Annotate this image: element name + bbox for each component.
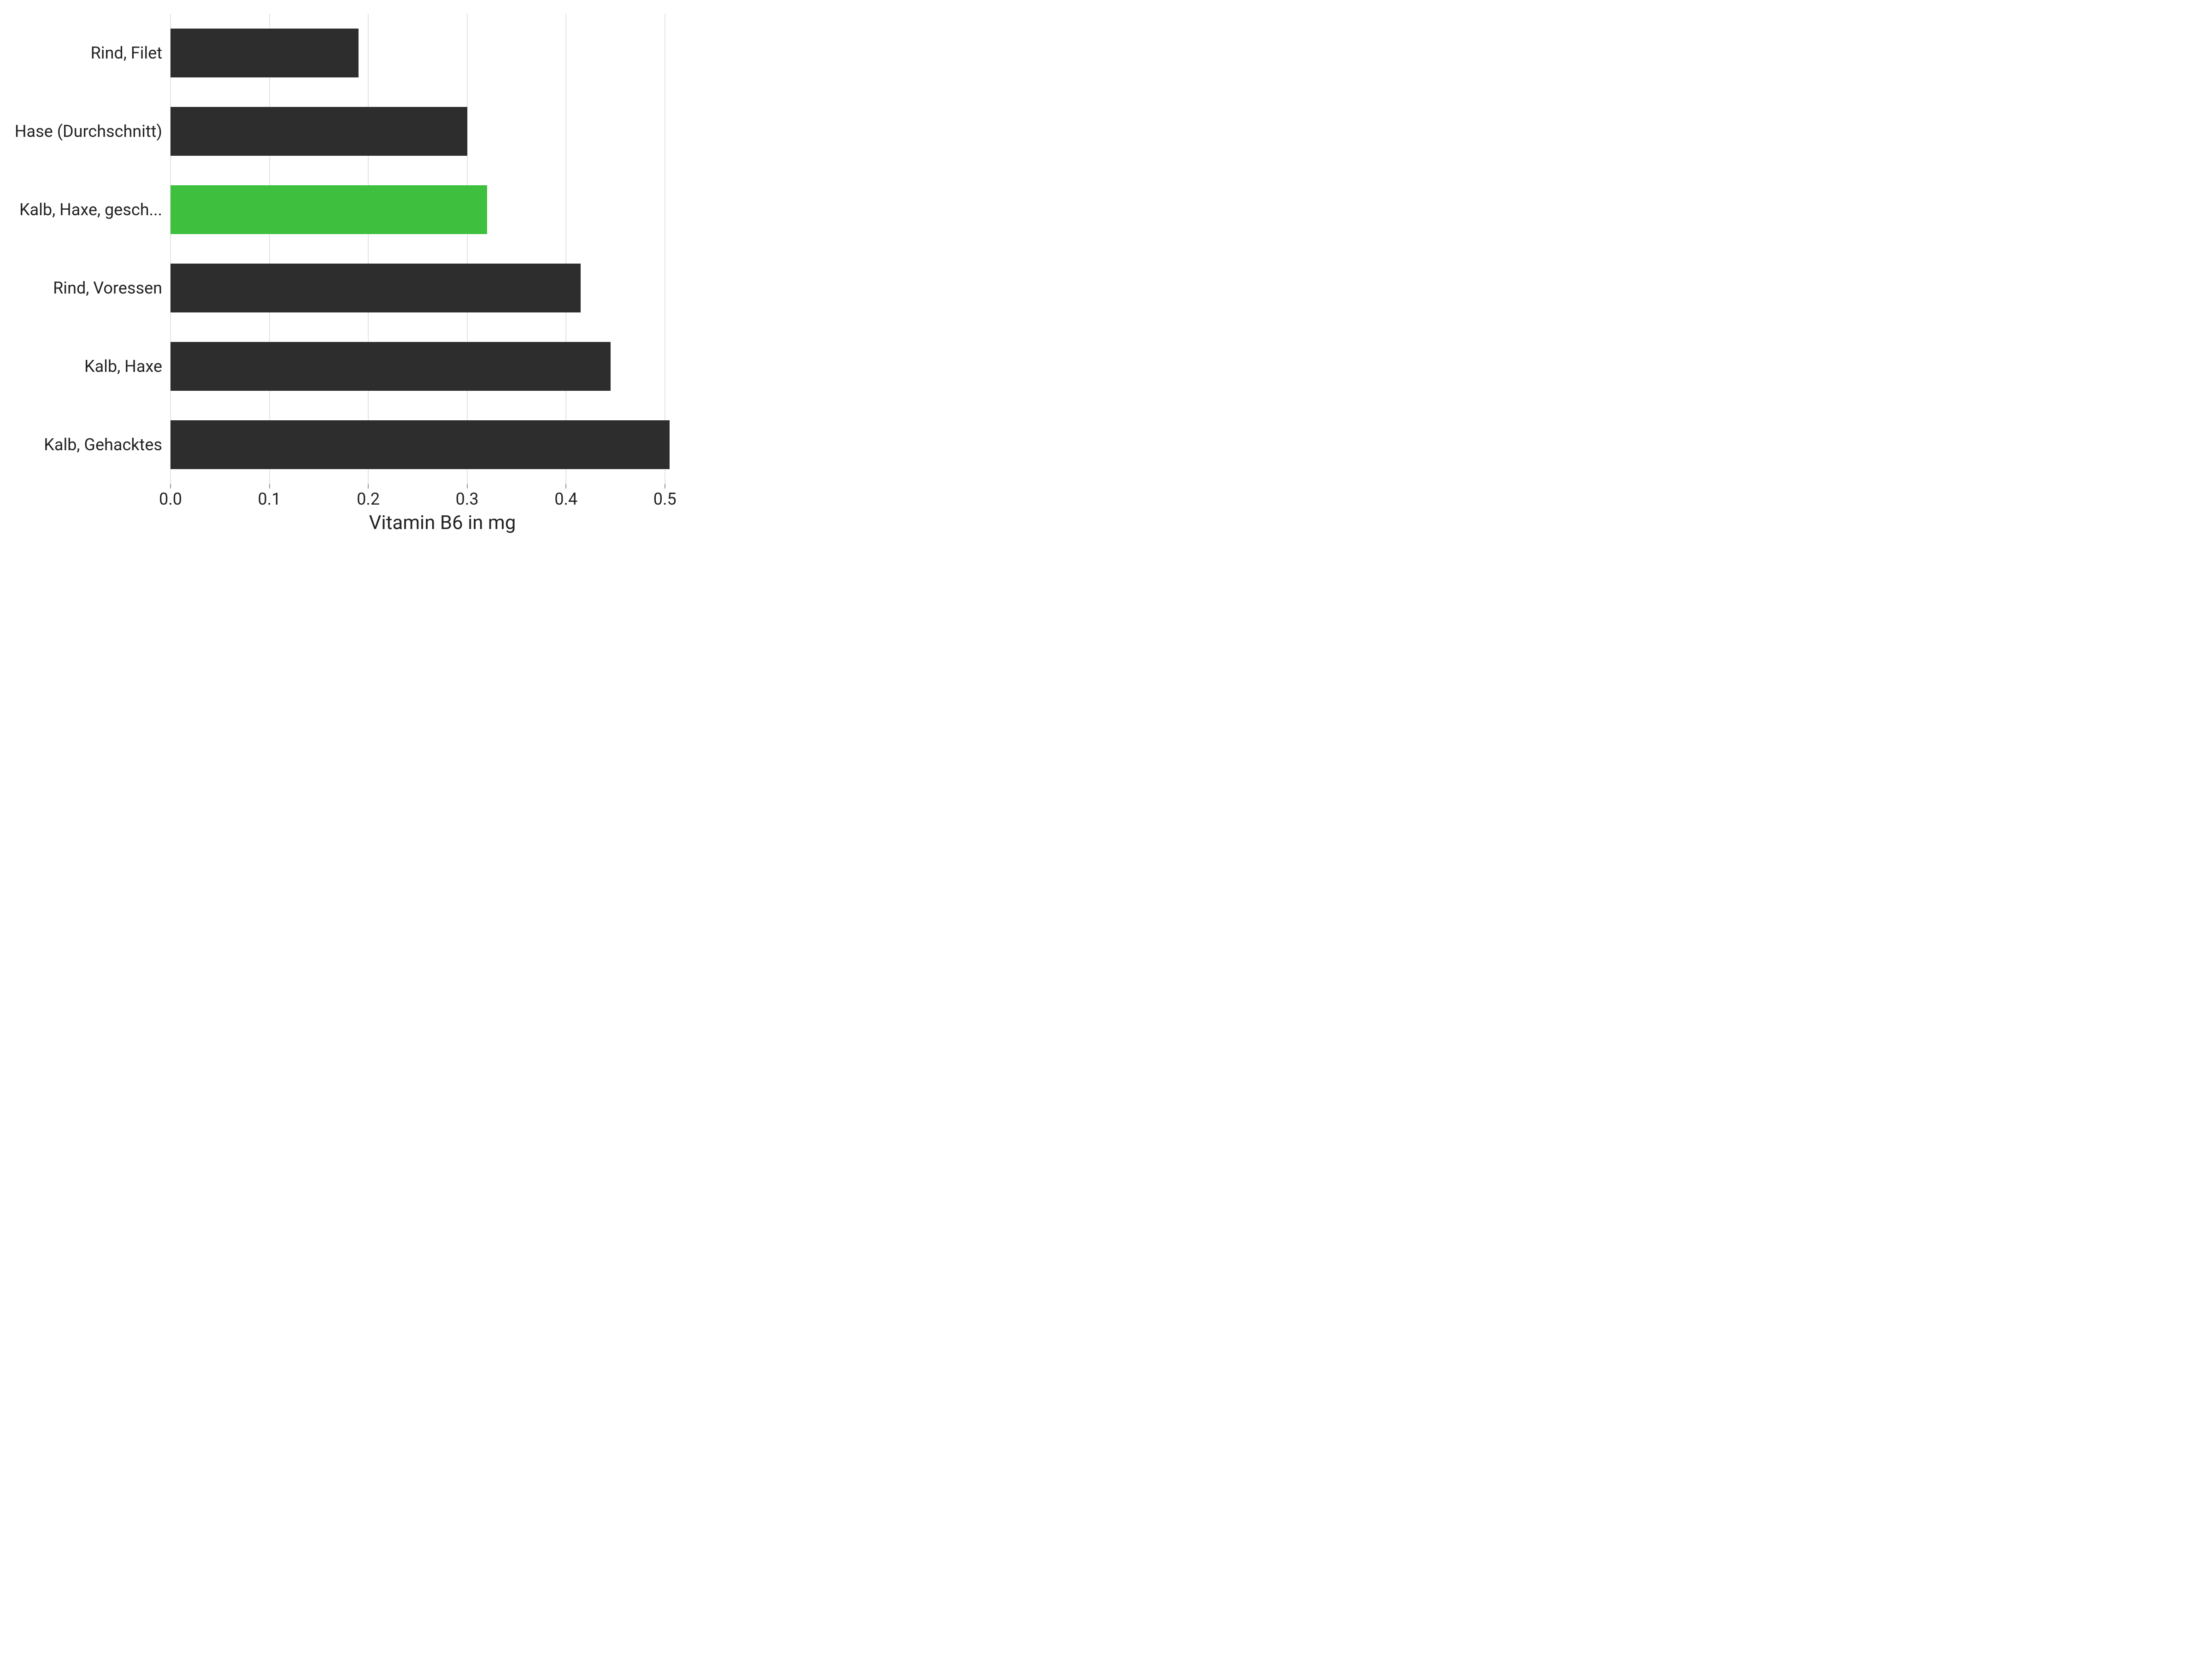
x-tick-label: 0.2	[357, 484, 380, 509]
bar	[171, 264, 581, 312]
bar	[171, 29, 359, 77]
y-tick-label: Rind, Filet	[91, 43, 171, 63]
x-tick-label: 0.4	[554, 484, 577, 509]
bar	[171, 420, 670, 469]
x-tick-label: 0.0	[159, 484, 182, 509]
x-grid-line	[170, 14, 171, 484]
bar	[171, 342, 611, 390]
vitamin-b6-bar-chart: Vitamin B6 in mg 0.0 0.1 0.2 0.3 0.4 0.5 Rind,…	[0, 0, 737, 553]
x-axis-title: Vitamin B6 in mg	[369, 484, 516, 534]
x-tick-label: 0.3	[456, 484, 479, 509]
x-tick-label: 0.1	[258, 484, 281, 509]
bar	[171, 185, 487, 234]
x-grid-line	[269, 14, 270, 484]
bar	[171, 107, 467, 155]
x-grid-line	[565, 14, 566, 484]
y-tick-label: Kalb, Haxe, gesch...	[19, 200, 171, 219]
y-tick-label: Kalb, Haxe	[84, 357, 171, 376]
y-tick-label: Hase (Durchschnitt)	[15, 122, 171, 141]
x-grid-line	[467, 14, 468, 484]
plot-area: Vitamin B6 in mg 0.00.10.20.30.40.5Rind,…	[171, 14, 714, 484]
x-grid-line	[368, 14, 369, 484]
y-tick-label: Kalb, Gehacktes	[44, 435, 171, 454]
y-tick-label: Rind, Voressen	[53, 278, 171, 298]
x-tick-label: 0.5	[653, 484, 677, 509]
